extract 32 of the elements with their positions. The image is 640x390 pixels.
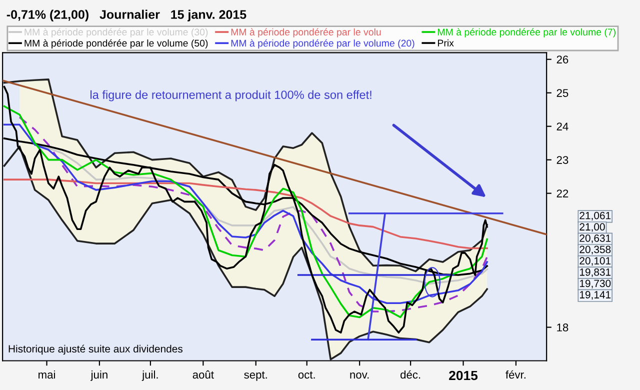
y-tick-label: 22 bbox=[556, 190, 568, 198]
x-tick-label: août bbox=[192, 370, 214, 379]
annotation: Historique ajusté suite aux dividendes bbox=[8, 344, 182, 355]
y-tick-label: 18 bbox=[557, 324, 568, 332]
x-tick-label: sept. bbox=[244, 371, 267, 381]
text: 21,061 bbox=[580, 212, 611, 220]
x-tick-label: nov. bbox=[350, 372, 369, 379]
annotation: la figure de retournement a produit 100% de son effet! bbox=[90, 90, 372, 102]
chart-title: -0,71% (21,00) Journalier 15 janv. 2015 bbox=[6, 10, 246, 22]
text: 19,831 bbox=[580, 268, 611, 278]
y-tick-label: 25 bbox=[556, 89, 568, 97]
text: 19,730 bbox=[580, 280, 611, 288]
text: 20,631 bbox=[580, 234, 611, 244]
legend-label: MM à période pondérée par le volume (20) bbox=[231, 39, 414, 49]
x-tick-label: juil. bbox=[142, 370, 158, 381]
text: 21,00 bbox=[580, 223, 605, 232]
x-tick-label: déc. bbox=[400, 370, 420, 379]
legend-label: MM à période pondérée par le volume (7) bbox=[438, 28, 616, 38]
text: 20,101 bbox=[580, 257, 611, 266]
text: 20,358 bbox=[580, 246, 611, 254]
x-tick-label: 2015 bbox=[449, 370, 478, 380]
legend-label: Prix bbox=[438, 39, 454, 46]
legend-label: MM à période pondérée par le volu bbox=[231, 28, 381, 38]
x-tick-label: oct. bbox=[298, 371, 315, 379]
y-tick-label: 23 bbox=[556, 156, 568, 164]
legend-label: MM à période pondérée par le volume (50) bbox=[24, 39, 208, 49]
x-tick-label: févr. bbox=[506, 370, 526, 379]
y-tick-label: 26 bbox=[556, 56, 568, 64]
x-tick-label: juin bbox=[90, 370, 108, 381]
y-tick-label: 24 bbox=[556, 122, 568, 130]
text: 19,141 bbox=[580, 291, 611, 300]
x-tick-label: mai bbox=[38, 370, 55, 379]
